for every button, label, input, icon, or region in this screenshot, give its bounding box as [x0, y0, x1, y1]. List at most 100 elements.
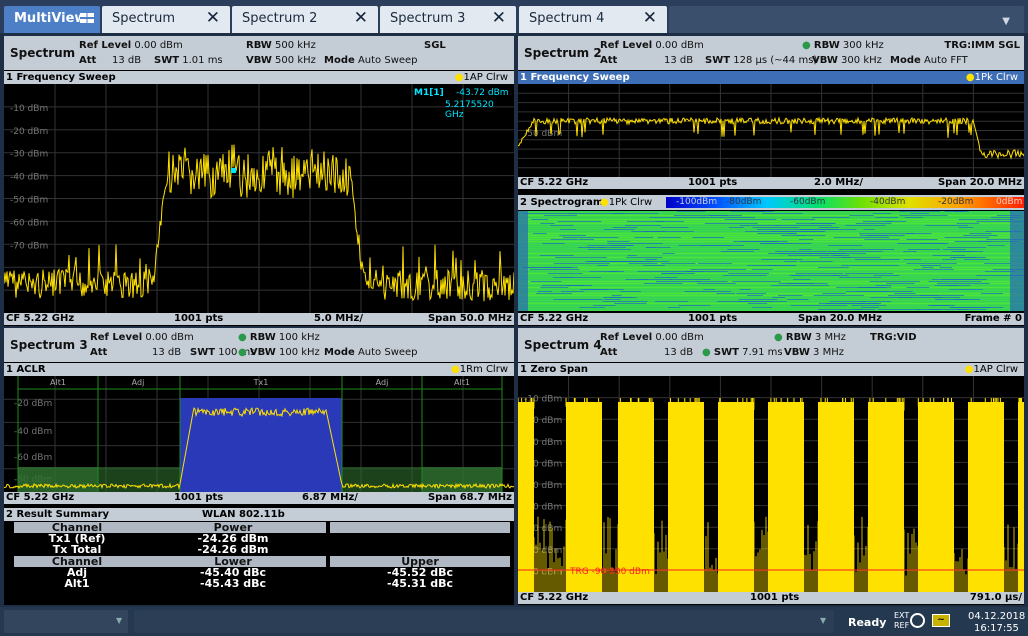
ref-level-value: 0.00 dBm [134, 40, 183, 51]
window-title: 1 Frequency Sweep [6, 72, 116, 83]
spectrogram-streak [817, 309, 863, 310]
spectrogram-streak [997, 219, 1014, 220]
close-icon[interactable]: ✕ [205, 8, 220, 28]
close-icon[interactable]: ✕ [353, 8, 368, 28]
mode-label: Mode [324, 55, 355, 66]
spectrogram-streak [928, 281, 982, 282]
spectrogram-row [518, 263, 1024, 264]
mode-value: Auto Sweep [357, 55, 418, 66]
spectrogram-streak [987, 245, 1005, 246]
swt-label: SWT [154, 55, 180, 66]
channel-name: Spectrum 2 [524, 46, 602, 60]
burst-block [1018, 402, 1024, 592]
spectrogram-streak [772, 297, 785, 298]
cell: Tx Total [52, 543, 102, 556]
spectrogram-row [518, 293, 1024, 294]
att-label: Att [79, 55, 97, 66]
sweep-points: 1001 pts [688, 313, 738, 324]
center-frequency: CF 5.22 GHz [6, 492, 75, 503]
spectrogram-streak [799, 249, 812, 250]
spectrum-plot[interactable]: -10 dBm -20 dBm -30 dBm -40 dBm -50 dBm -60 d… [4, 84, 514, 313]
window-title-bar-active: 1 Frequency Sweep ●1Pk Clrw [518, 71, 1024, 84]
cell: Adj [66, 566, 88, 579]
spectrogram-streak [539, 255, 574, 256]
spectrogram-row [518, 239, 1024, 240]
cell: -45.31 dBc [387, 577, 453, 590]
tab-multiview[interactable]: MultiView [4, 6, 100, 33]
spectrogram-streak [851, 305, 887, 306]
pane-spectrum[interactable]: Spectrum Ref Level 0.00 dBm Att 13 dB SW… [4, 36, 514, 326]
dropdown-arrow-icon[interactable]: ▼ [1002, 16, 1010, 27]
spectrogram-streak [907, 249, 941, 250]
spectrogram-streak [839, 277, 882, 278]
rbw-label: RBW [246, 40, 272, 51]
spectrogram-streak [695, 281, 728, 282]
spectrogram-streak [969, 233, 992, 234]
spectrogram-streak [899, 211, 941, 212]
spectrogram-streak [906, 287, 930, 288]
rbw-label: RBW [813, 40, 840, 51]
spectrogram-streak [958, 219, 999, 220]
spectrogram-streak [925, 225, 969, 226]
spectrogram-streak [717, 301, 774, 302]
spectrogram-streak [984, 263, 1011, 264]
channel-name: Spectrum 4 [524, 338, 602, 352]
tab-label: Spectrum 2 [242, 11, 318, 26]
spectrogram-streak [550, 239, 579, 240]
table-row: Alt1 -45.43 dBc -45.31 dBc [4, 578, 514, 589]
pane-spectrum-3[interactable]: Spectrum 3 Ref Level 0.00 dBm Att 13 dB … [4, 328, 514, 605]
spectrogram-streak [728, 273, 769, 274]
pane-spectrum-2[interactable]: Spectrum 2 Ref Level 0.00 dBm Att 13 dB … [518, 36, 1024, 326]
tab-spectrum-2[interactable]: Spectrum 2 ✕ [232, 6, 378, 33]
close-icon[interactable]: ✕ [642, 8, 657, 28]
swt-label: SWT [190, 347, 216, 358]
header-cell [330, 522, 510, 533]
window-footer: CF 5.22 GHz 1001 pts 6.87 MHz/ Span 68.7… [4, 492, 514, 504]
spectrogram-row [518, 267, 1024, 268]
softkey-area[interactable]: ▼ [4, 610, 128, 633]
spectrogram-streak [818, 267, 849, 268]
spectrogram-streak [828, 245, 863, 246]
mode-value: Auto Sweep [357, 347, 418, 358]
spectrogram-streak [745, 231, 784, 232]
spectrogram-streak [990, 217, 1020, 218]
dropdown-arrow-icon[interactable]: ▼ [116, 616, 123, 625]
spectrogram-streak [704, 223, 758, 224]
aclr-plot[interactable]: -20 dBm-40 dBm-60 dBm-80 dBmAlt1AdjTx1Ad… [4, 376, 514, 492]
trace-label: 1Rm Clrw [459, 364, 508, 375]
spectrogram-streak [747, 265, 795, 266]
spectrogram-streak [864, 239, 900, 240]
close-icon[interactable]: ✕ [491, 8, 506, 28]
spectrogram-streak [775, 225, 833, 226]
spectrogram-streak [886, 283, 915, 284]
pane-spectrum-4[interactable]: Spectrum 4 Ref Level 0.00 dBm Att 13 dB … [518, 328, 1024, 605]
spectrogram-streak [861, 301, 892, 302]
spectrogram-streak [916, 309, 940, 310]
spectrogram-streak [928, 305, 949, 306]
burst-block [566, 402, 602, 592]
spectrogram-row [518, 237, 1024, 238]
zero-span-plot[interactable]: -10 dBm -20 dBm -30 dBm -40 dBm -50 dBm -60 d… [518, 376, 1024, 592]
ref-level-label: Ref Level [600, 332, 653, 343]
spectrogram-streak [730, 211, 765, 212]
tab-spectrum-3[interactable]: Spectrum 3 ✕ [380, 6, 516, 33]
spectrogram-streak [553, 299, 603, 300]
channel-name: Spectrum [10, 46, 76, 60]
spectrogram-streak [542, 243, 565, 244]
sweep-points: 1001 pts [750, 592, 800, 603]
table-row: Adj -45.40 dBc -45.52 dBc [4, 567, 514, 578]
spectrogram-streak [854, 309, 876, 310]
color-scale-bar[interactable] [666, 197, 1024, 208]
spectrogram-streak [610, 297, 637, 298]
spectrogram-streak [724, 219, 766, 220]
spectrogram-streak [627, 255, 637, 256]
spectrogram-streak [792, 275, 841, 276]
spectrogram-streak [529, 269, 556, 270]
dropdown-arrow-icon[interactable]: ▼ [820, 616, 827, 625]
tab-spectrum[interactable]: Spectrum ✕ [102, 6, 230, 33]
spectrum-plot[interactable]: -50 dBm [518, 84, 1024, 177]
center-frequency: CF 5.22 GHz [520, 592, 589, 603]
tab-spectrum-4[interactable]: Spectrum 4 ✕ [519, 6, 667, 33]
spectrogram-streak [535, 293, 573, 294]
spectrogram-plot[interactable] [518, 211, 1024, 311]
